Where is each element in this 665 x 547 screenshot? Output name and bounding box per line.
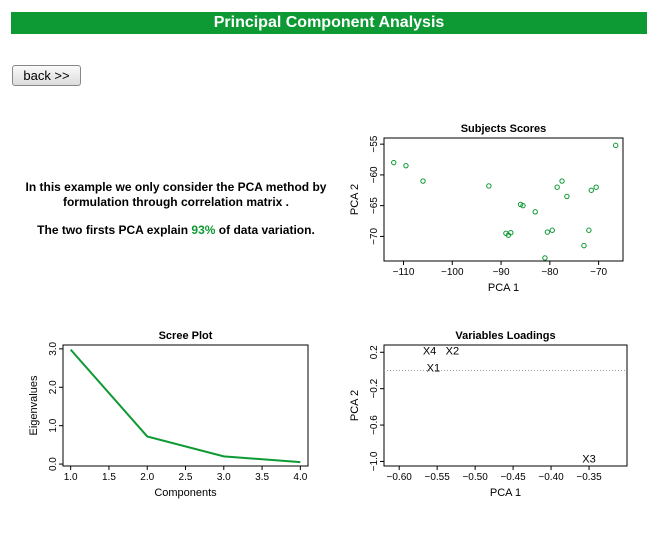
x-tick-label: 2.5 — [179, 472, 193, 483]
description-line1: In this example we only consider the PCA… — [25, 180, 327, 209]
score-point — [586, 227, 592, 233]
y-tick-label: 0.2 — [369, 345, 380, 359]
loading-label: X4 — [423, 345, 436, 357]
x-tick-label: −0.60 — [387, 472, 413, 483]
x-tick-label: 2.0 — [140, 472, 154, 483]
page-title: Principal Component Analysis — [11, 12, 647, 34]
x-tick-label: −80 — [541, 267, 558, 278]
x-axis-label: PCA 1 — [488, 282, 519, 294]
x-tick-label: 1.0 — [64, 472, 78, 483]
scree-plot-chart: Scree Plot 1.0 1.5 2.0 2.5 3.0 3.5 4.0 0.0 1.0 2.0… — [28, 330, 309, 499]
score-point — [403, 162, 409, 169]
chart-title: Variables Loadings — [455, 330, 555, 342]
score-point — [420, 178, 426, 184]
x-tick-label: 4.0 — [293, 472, 307, 483]
score-point — [554, 184, 560, 190]
description-line2: The two firsts PCA explain 93% of data v… — [20, 223, 332, 238]
y-axis-label: PCA 2 — [349, 390, 361, 421]
y-tick-label: 0.0 — [48, 457, 59, 471]
score-point — [544, 229, 551, 235]
score-point — [486, 183, 492, 189]
y-axis-label: Eigenvalues — [28, 375, 40, 435]
y-axis-label: PCA 2 — [349, 184, 361, 215]
plot-frame — [383, 137, 624, 262]
x-tick-label: −100 — [441, 267, 464, 278]
score-point — [520, 202, 526, 209]
x-tick-label: 3.5 — [255, 472, 269, 483]
back-button[interactable]: back >> — [12, 65, 81, 86]
score-point — [581, 242, 587, 249]
y-tick-label: −70 — [369, 227, 380, 244]
score-point — [549, 227, 555, 233]
y-tick-label: 1.0 — [48, 418, 59, 432]
loading-label: X2 — [446, 345, 459, 357]
x-tick-label: −0.40 — [538, 472, 564, 483]
x-tick-label: −70 — [590, 267, 607, 278]
loading-label: X1 — [427, 363, 440, 375]
plot-frame — [62, 344, 309, 467]
score-point — [532, 209, 538, 215]
y-tick-label: −1.0 — [369, 451, 380, 471]
y-tick-label: 2.0 — [48, 380, 59, 394]
score-point — [559, 178, 565, 184]
variance-percent: 93% — [191, 223, 216, 237]
x-tick-label: −0.45 — [500, 472, 526, 483]
chart-title: Subjects Scores — [461, 123, 547, 135]
loading-label: X3 — [582, 454, 595, 466]
score-point — [564, 193, 570, 200]
x-tick-label: 1.5 — [102, 472, 116, 483]
x-tick-label: −0.50 — [462, 472, 488, 483]
y-tick-label: −55 — [369, 135, 380, 152]
y-tick-label: −60 — [369, 166, 380, 183]
subjects-scores-chart: Subjects Scores −110 −100 −90 −80 −70 −55 −60 −6… — [349, 123, 624, 294]
x-tick-label: −0.35 — [576, 472, 602, 483]
x-tick-label: −0.55 — [425, 472, 451, 483]
score-point — [542, 255, 548, 261]
y-tick-label: −0.6 — [369, 415, 380, 435]
x-axis-label: PCA 1 — [490, 487, 521, 499]
scree-series-line — [69, 348, 301, 464]
chart-title: Scree Plot — [159, 330, 213, 342]
x-tick-label: −90 — [493, 267, 510, 278]
y-tick-label: −0.2 — [369, 378, 380, 398]
score-point — [593, 184, 599, 190]
description-line2-prefix: The two firsts PCA explain — [37, 223, 192, 237]
score-point — [508, 230, 514, 236]
x-tick-label: −110 — [393, 267, 415, 278]
x-axis-label: Components — [154, 487, 217, 499]
x-tick-label: 3.0 — [217, 472, 231, 483]
score-point — [612, 142, 619, 149]
y-tick-label: −65 — [369, 197, 380, 214]
y-tick-label: 3.0 — [48, 341, 59, 355]
description-line2-suffix: of data variation. — [215, 223, 315, 237]
score-point — [391, 159, 397, 166]
score-point — [588, 187, 594, 193]
plot-frame — [383, 344, 628, 467]
pca-description: In this example we only consider the PCA… — [20, 180, 332, 251]
variables-loadings-chart: Variables Loadings −0.60 −0.55 −0.50 −0.45 −0… — [349, 330, 628, 499]
